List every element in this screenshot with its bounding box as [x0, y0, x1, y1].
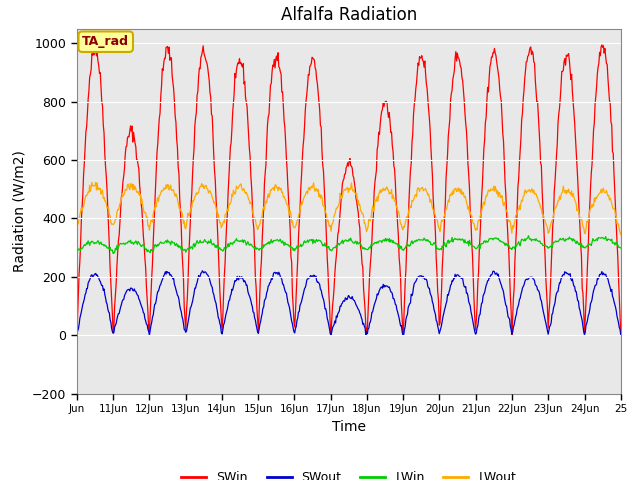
SWout [198, 268, 206, 274]
SWin [223, 223, 230, 228]
LWout [416, 189, 424, 194]
LWout [140, 206, 147, 212]
SWout [416, 273, 424, 279]
LWin [195, 240, 202, 246]
LWin [109, 251, 117, 256]
SWout [223, 306, 231, 312]
LWout [83, 193, 90, 199]
SWin [431, 215, 438, 220]
SWin [598, 42, 605, 48]
SWout [617, 332, 625, 338]
SWout [83, 286, 90, 291]
LWout [431, 213, 439, 219]
Legend: SWin, SWout, LWin, LWout: SWin, SWout, LWin, LWout [176, 467, 522, 480]
Line: LWin: LWin [77, 236, 621, 253]
SWout [194, 276, 202, 282]
LWout [617, 231, 625, 237]
LWout [195, 190, 202, 195]
Title: Alfalfa Radiation: Alfalfa Radiation [281, 6, 417, 24]
LWout [88, 180, 96, 185]
Line: SWout: SWout [77, 271, 621, 335]
LWout [73, 222, 81, 228]
Y-axis label: Radiation (W/m2): Radiation (W/m2) [12, 150, 26, 272]
SWout [73, 332, 81, 338]
LWin [140, 242, 147, 248]
SWout [431, 312, 439, 317]
X-axis label: Time: Time [332, 420, 366, 433]
LWin [223, 243, 231, 249]
SWin [194, 89, 202, 95]
LWin [73, 249, 81, 254]
Text: TA_rad: TA_rad [82, 35, 129, 48]
LWin [431, 242, 439, 248]
SWin [139, 219, 147, 225]
Line: SWin: SWin [77, 45, 621, 335]
LWin [617, 245, 625, 251]
SWin [83, 124, 90, 130]
SWout [139, 306, 147, 312]
SWin [73, 332, 81, 338]
SWin [415, 62, 422, 68]
SWin [617, 332, 625, 338]
LWout [223, 206, 231, 212]
Line: LWout: LWout [77, 182, 621, 234]
LWin [416, 237, 424, 243]
LWin [83, 240, 90, 246]
LWin [525, 233, 532, 239]
